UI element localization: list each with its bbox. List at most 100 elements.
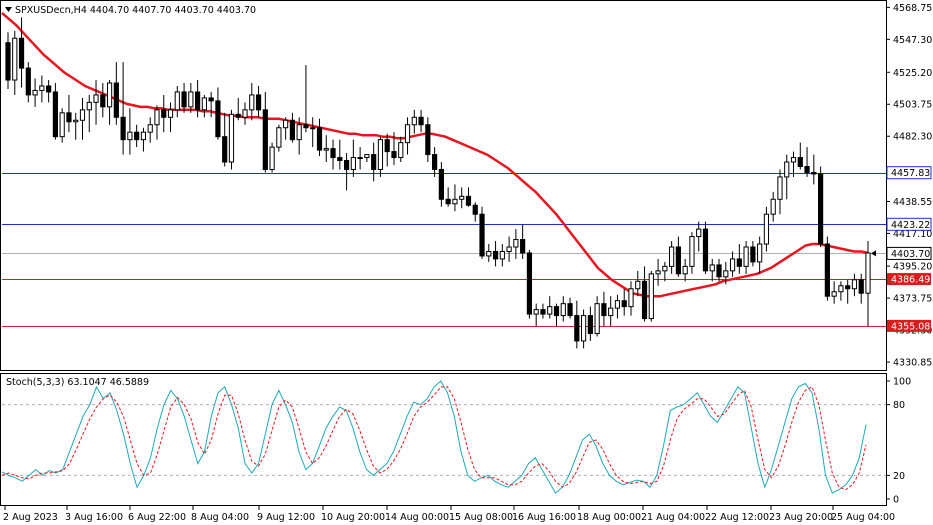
candle — [499, 244, 505, 267]
candle-body-down — [520, 239, 526, 254]
candle — [330, 139, 336, 170]
candle — [445, 187, 451, 207]
time-tick-label: 18 Aug 00:00 — [577, 512, 641, 523]
candle-body-down — [262, 109, 268, 170]
candle — [73, 112, 79, 140]
candle-body-down — [621, 300, 627, 308]
candle-body-down — [845, 285, 851, 290]
level-tag-label: 4423.22 — [891, 220, 930, 231]
candle — [594, 296, 600, 337]
candle-body-up — [594, 303, 600, 334]
time-tick-label: 14 Aug 00:00 — [385, 512, 449, 523]
level-tag: 4386.49 — [887, 273, 931, 286]
stoch-tick-label: 0 — [893, 495, 899, 506]
candle — [520, 224, 526, 259]
candle-body-down — [255, 94, 262, 111]
candle-body-down — [465, 195, 472, 206]
level-tag-box — [887, 273, 931, 286]
level-tag: 4457.83 — [886, 166, 932, 180]
candle-body-up — [655, 270, 661, 275]
candle-body-down — [817, 173, 824, 245]
candle — [540, 303, 546, 319]
time-tick-label: 3 Aug 16:00 — [65, 512, 123, 523]
candle-body-up — [743, 246, 749, 267]
price-tick-label: 4373.75 — [893, 294, 932, 305]
candle-body-up — [147, 124, 153, 133]
collapse-triangle-icon[interactable] — [5, 7, 12, 12]
candle-body-up — [838, 285, 844, 293]
stoch-tick-label: 100 — [893, 377, 911, 388]
candle-body-up — [784, 161, 790, 178]
candle-body-up — [452, 198, 458, 205]
candle-body-down — [181, 91, 187, 108]
candle — [702, 221, 709, 274]
candle — [113, 62, 119, 125]
candle — [723, 261, 729, 285]
candle-body-up — [296, 124, 302, 141]
candle-body-down — [492, 250, 499, 260]
candle-body-up — [851, 279, 858, 290]
symbol-header: SPXUSDecn,H4 4404.70 4407.70 4403.70 440… — [15, 5, 256, 16]
candle — [811, 154, 817, 185]
candle-body-up — [167, 109, 174, 118]
time-axis: 2 Aug 2023 3 Aug 16:00 6 Aug 22:00 8 Aug 04… — [3, 506, 895, 523]
candle — [167, 102, 174, 133]
candle — [432, 147, 438, 177]
candle — [337, 139, 343, 170]
candle — [675, 236, 681, 277]
candle — [411, 109, 417, 134]
candle-body-down — [5, 42, 11, 81]
time-tick-label: 16 Aug 16:00 — [512, 512, 576, 523]
candle-body-up — [323, 148, 329, 151]
candle-body-up — [547, 306, 553, 315]
candle — [188, 83, 194, 113]
candle-body-down — [824, 243, 830, 297]
candle — [262, 91, 268, 173]
candle-body-up — [648, 273, 654, 320]
candle — [32, 78, 38, 107]
level-tag-label: 4386.49 — [891, 275, 930, 286]
candle-body-up — [513, 239, 519, 248]
candle — [838, 281, 844, 301]
price-tick-label: 4503.75 — [893, 100, 932, 111]
candle-body-up — [377, 139, 384, 170]
candle-body-down — [303, 124, 309, 129]
candle-body-down — [750, 246, 756, 263]
candle — [662, 261, 668, 282]
candle-body-up — [154, 109, 160, 126]
candle-body-down — [289, 119, 296, 141]
stoch-header: Stoch(5,3,3) 63.1047 46.5889 — [6, 377, 149, 388]
candle-body-up — [364, 154, 370, 159]
candle-body-up — [560, 303, 566, 317]
candle-body-up — [357, 157, 363, 160]
candle — [635, 270, 641, 297]
candle-body-down — [343, 160, 350, 170]
candle-body-up — [669, 246, 675, 267]
candle-body-up — [865, 252, 871, 294]
candle-body-down — [215, 100, 221, 138]
candle-body-up — [580, 315, 587, 342]
price-tick-label: 4547.30 — [893, 35, 932, 46]
candle-body-up — [533, 309, 539, 315]
candle-body-up — [614, 300, 621, 309]
candle-body-down — [479, 213, 485, 257]
level-tag: 4423.22 — [886, 217, 932, 231]
candle — [418, 109, 424, 133]
candle-body-up — [628, 288, 634, 308]
candle — [858, 273, 864, 304]
price-tick-label: 4330.85 — [893, 358, 932, 369]
candle — [39, 75, 45, 103]
candle-body-down — [797, 157, 803, 167]
candle-body-down — [587, 315, 593, 334]
candle — [729, 251, 736, 277]
candle-body-down — [120, 116, 126, 141]
candle-body-down — [134, 131, 140, 141]
candle-body-down — [858, 279, 864, 294]
candle-body-down — [330, 148, 336, 159]
candle-body-up — [459, 195, 465, 200]
candle — [716, 258, 722, 282]
time-tick-label: 21 Aug 04:00 — [641, 512, 705, 523]
candle — [479, 206, 485, 259]
candle — [851, 273, 858, 297]
